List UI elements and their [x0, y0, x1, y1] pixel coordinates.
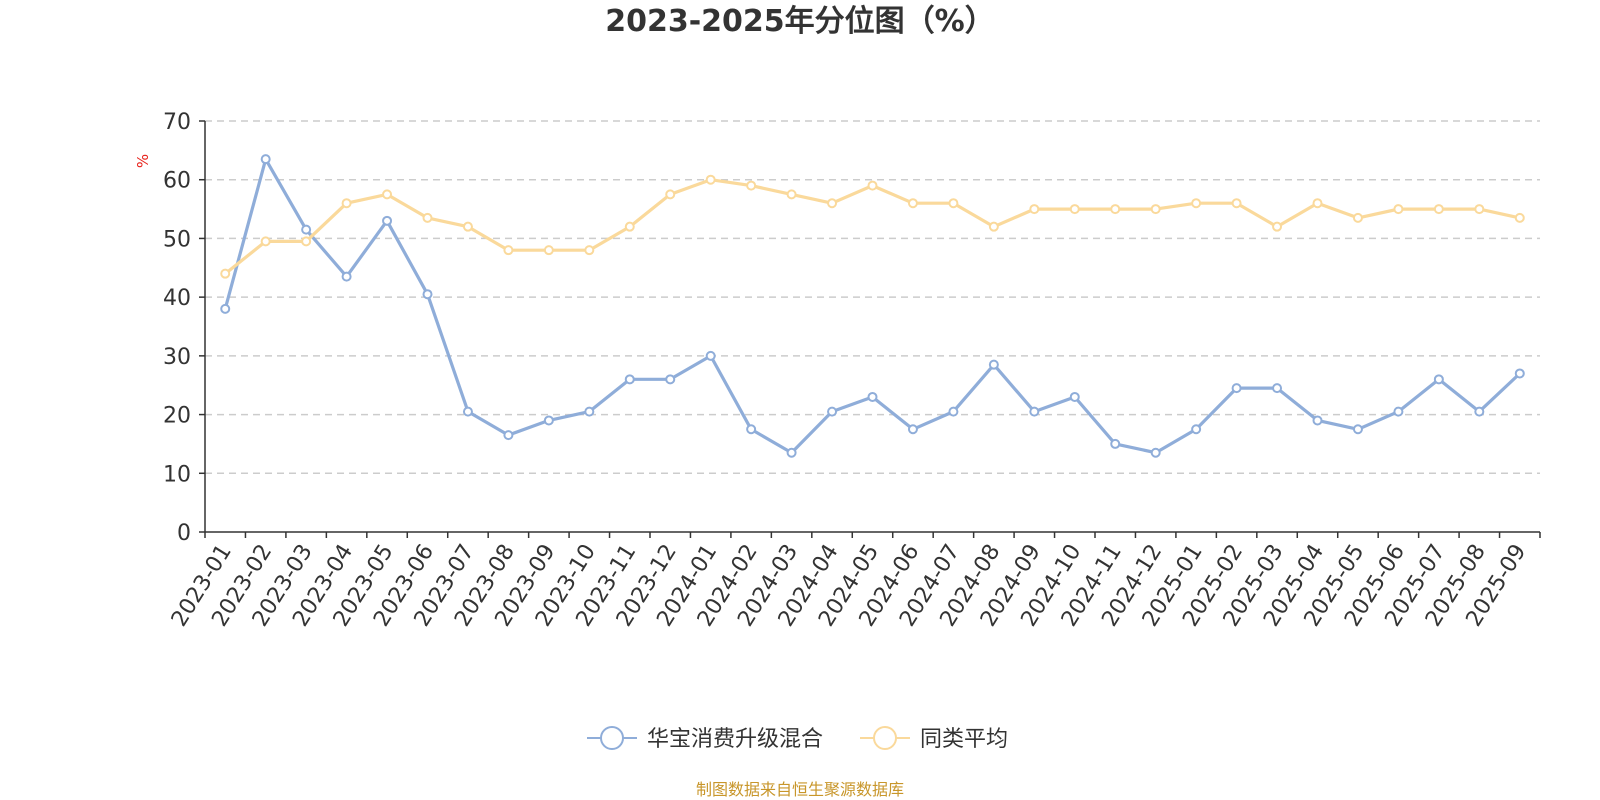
x-tick-labels: 2023-012023-022023-032023-042023-052023-…: [167, 540, 1531, 631]
data-point[interactable]: [1474, 204, 1485, 215]
data-point[interactable]: [260, 154, 271, 165]
legend: 华宝消费升级混合 同类平均: [587, 726, 1008, 752]
data-point[interactable]: [1069, 391, 1080, 402]
data-point[interactable]: [584, 245, 595, 256]
legend-label: 华宝消费升级混合: [647, 727, 823, 752]
data-point[interactable]: [1231, 198, 1242, 209]
y-axis-unit: %: [134, 154, 152, 168]
data-point[interactable]: [503, 430, 514, 441]
y-tick-label: 10: [163, 462, 191, 487]
legend-marker-icon: [600, 726, 624, 750]
data-point[interactable]: [341, 198, 352, 209]
data-point[interactable]: [382, 215, 393, 226]
data-point[interactable]: [827, 198, 838, 209]
data-point[interactable]: [867, 391, 878, 402]
data-point[interactable]: [1110, 204, 1121, 215]
data-point[interactable]: [746, 424, 757, 435]
data-point[interactable]: [543, 415, 554, 426]
data-point[interactable]: [1433, 204, 1444, 215]
data-point[interactable]: [705, 350, 716, 361]
y-tick-label: 60: [163, 169, 191, 194]
legend-item-1[interactable]: 华宝消费升级混合: [587, 726, 823, 752]
data-point[interactable]: [1150, 447, 1161, 458]
data-point[interactable]: [786, 447, 797, 458]
data-point[interactable]: [1514, 212, 1525, 223]
data-point[interactable]: [665, 189, 676, 200]
data-point[interactable]: [746, 180, 757, 191]
data-point[interactable]: [1312, 198, 1323, 209]
series-group: [220, 154, 1525, 458]
series-line: [224, 178, 1521, 275]
data-point[interactable]: [624, 221, 635, 232]
y-tick-label: 20: [163, 404, 191, 429]
data-point[interactable]: [907, 424, 918, 435]
data-point[interactable]: [422, 289, 433, 300]
data-point[interactable]: [220, 268, 231, 279]
data-point[interactable]: [1514, 368, 1525, 379]
data-point[interactable]: [1231, 383, 1242, 394]
data-point[interactable]: [867, 180, 878, 191]
data-point[interactable]: [1272, 221, 1283, 232]
y-tick-label: 30: [163, 345, 191, 370]
series-line: [223, 157, 1521, 455]
data-point[interactable]: [1352, 424, 1363, 435]
legend-label: 同类平均: [920, 727, 1008, 752]
data-point[interactable]: [907, 198, 918, 209]
y-tick-labels: 0 10 20 30 40 50 60 70: [163, 110, 191, 546]
data-point[interactable]: [1393, 204, 1404, 215]
data-point[interactable]: [1110, 438, 1121, 449]
data-point[interactable]: [1191, 198, 1202, 209]
data-point[interactable]: [260, 236, 271, 247]
data-point[interactable]: [1474, 406, 1485, 417]
data-point[interactable]: [1272, 383, 1283, 394]
data-point[interactable]: [1069, 204, 1080, 215]
data-point[interactable]: [220, 303, 231, 314]
series-2: [220, 174, 1525, 279]
y-tick-label: 70: [163, 110, 191, 135]
data-point[interactable]: [1029, 204, 1040, 215]
data-point[interactable]: [705, 174, 716, 185]
data-point[interactable]: [948, 406, 959, 417]
data-point[interactable]: [341, 271, 352, 282]
data-point[interactable]: [462, 221, 473, 232]
data-point[interactable]: [422, 212, 433, 223]
data-point[interactable]: [827, 406, 838, 417]
data-point[interactable]: [1352, 212, 1363, 223]
y-tick-label: 50: [163, 227, 191, 252]
data-point[interactable]: [1191, 424, 1202, 435]
series-1: [220, 154, 1525, 458]
y-tick-label: 40: [163, 286, 191, 311]
grid-lines: [205, 120, 1540, 475]
legend-marker-icon: [873, 726, 897, 750]
data-point[interactable]: [1029, 406, 1040, 417]
data-point[interactable]: [584, 406, 595, 417]
y-tick-label: 0: [177, 521, 191, 546]
data-point[interactable]: [624, 374, 635, 385]
data-point[interactable]: [1150, 204, 1161, 215]
data-point[interactable]: [301, 236, 312, 247]
data-point[interactable]: [462, 406, 473, 417]
data-point[interactable]: [503, 245, 514, 256]
data-point[interactable]: [1433, 374, 1444, 385]
data-point[interactable]: [948, 198, 959, 209]
data-point[interactable]: [988, 359, 999, 370]
legend-item-2[interactable]: 同类平均: [860, 726, 1008, 752]
data-point[interactable]: [786, 189, 797, 200]
data-source-note: 制图数据来自恒生聚源数据库: [695, 780, 904, 799]
data-point[interactable]: [665, 374, 676, 385]
data-point[interactable]: [988, 221, 999, 232]
chart-title: 2023-2025年分位图（%）: [605, 4, 995, 39]
data-point[interactable]: [1393, 406, 1404, 417]
data-point[interactable]: [543, 245, 554, 256]
data-point[interactable]: [1312, 415, 1323, 426]
axes: [199, 120, 1541, 538]
data-point[interactable]: [382, 189, 393, 200]
data-point[interactable]: [301, 224, 312, 235]
